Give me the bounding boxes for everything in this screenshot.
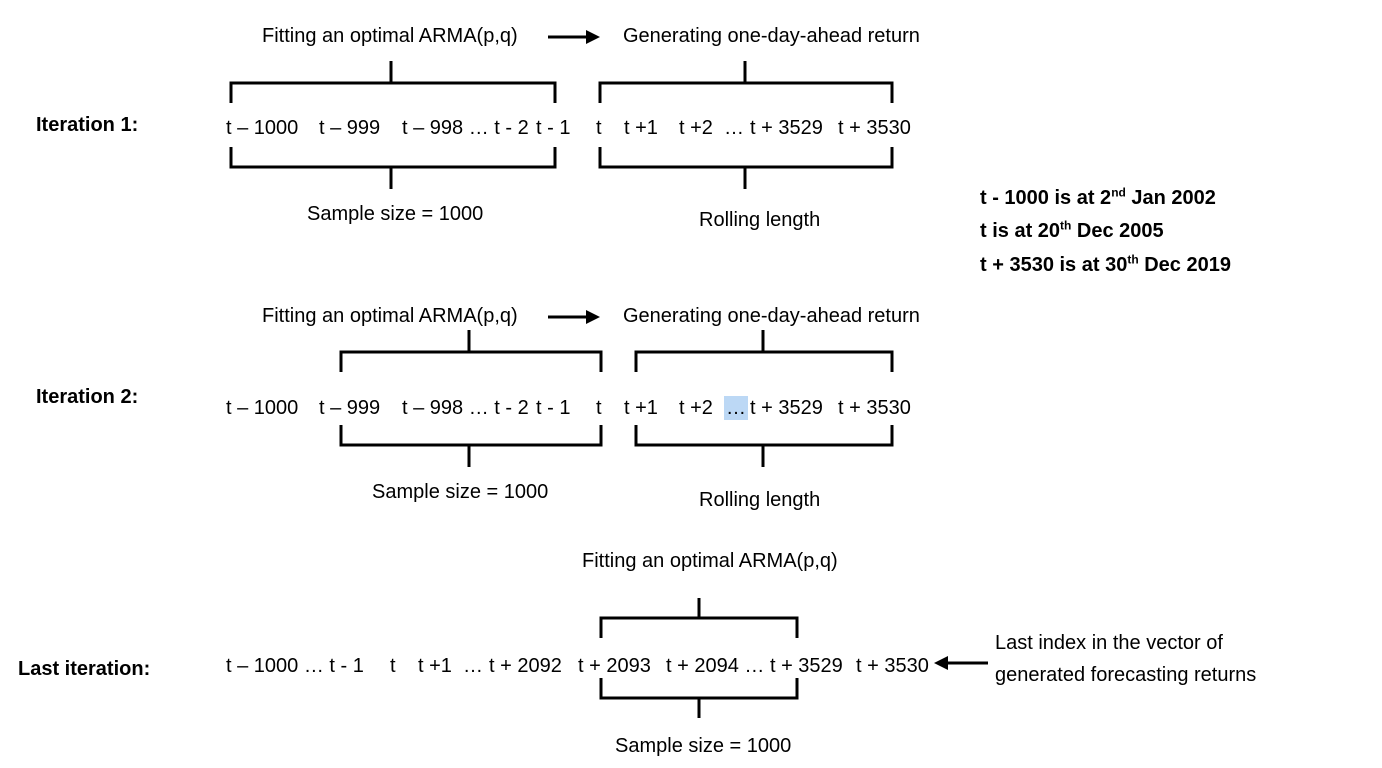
fitting-label-2: Fitting an optimal ARMA(p,q) [262,305,518,327]
seq3-t-plus-1: t +1 [418,655,452,677]
last-index-label-line2: generated forecasting returns [995,664,1257,686]
seq1-t-minus-1: t - 1 [536,117,571,139]
brace-sample-top-2 [339,330,603,372]
seq2-t-plus-3529: t + 3529 [750,397,823,419]
seq3-t-plus-2092: t + 2092 [489,655,562,677]
seq1-t-minus-999: t – 999 [319,117,381,139]
iteration-1-label: Iteration 1: [36,114,139,136]
generating-label-1: Generating one-day-ahead return [623,25,920,47]
seq2-ellipsis-highlighted: … [724,396,748,420]
seq1-t-plus-3529: t + 3529 [750,117,823,139]
seq2-t-minus-1000: t – 1000 [226,397,299,419]
brace-rolling-top-2 [634,330,894,372]
note-t-date: t is at 20th Dec 2005 [980,218,1164,242]
seq1-t-plus-2: t +2 [679,117,713,139]
fitting-label-3: Fitting an optimal ARMA(p,q) [582,550,838,572]
arrowhead-3 [934,656,948,670]
arrowhead-1 [586,30,600,44]
brace-sample-bottom-3 [599,678,799,718]
note-end-date: t + 3530 is at 30th Dec 2019 [980,252,1231,276]
seq1-t-minus-998-to-t-minus-2: t – 998 … t - 2 [402,117,529,139]
brace-sample-top-3 [599,598,799,638]
iteration-2-label: Iteration 2: [36,386,139,408]
sample-size-label-1: Sample size = 1000 [307,203,484,225]
seq2-t-plus-2: t +2 [679,397,713,419]
seq2-t-minus-1: t - 1 [536,397,571,419]
sample-size-label-3: Sample size = 1000 [615,735,792,757]
seq1-ellipsis: … [724,117,744,139]
brace-rolling-bottom-1 [598,147,894,189]
note-start-date: t - 1000 is at 2nd Jan 2002 [980,185,1216,209]
seq1-t-plus-1: t +1 [624,117,658,139]
fitting-label-1: Fitting an optimal ARMA(p,q) [262,25,518,47]
rolling-length-label-2: Rolling length [699,489,821,511]
seq3-t-plus-2094-to-t-plus-3529: t + 2094 … t + 3529 [666,655,843,677]
seq3-t-plus-3530: t + 3530 [856,655,929,677]
seq2-t-plus-3530: t + 3530 [838,397,911,419]
generating-label-2: Generating one-day-ahead return [623,305,920,327]
seq3-t: t [390,655,396,677]
seq2-t: t [596,397,602,419]
sample-size-label-2: Sample size = 1000 [372,481,549,503]
brace-sample-bottom-2 [339,425,603,467]
arrowhead-2 [586,310,600,324]
last-iteration-label: Last iteration: [18,658,151,680]
seq3-t-plus-2093: t + 2093 [578,655,651,677]
seq3-ellipsis: … [463,655,483,677]
rolling-length-label-1: Rolling length [699,209,821,231]
seq2-t-plus-1: t +1 [624,397,658,419]
brace-sample-bottom-1 [229,147,557,189]
last-index-label-line1: Last index in the vector of [995,632,1223,654]
brace-sample-top-1 [229,61,557,103]
seq3-t-minus-1000-to-t-minus-1: t – 1000 … t - 1 [226,655,364,677]
seq2-t-minus-998-to-t-minus-2: t – 998 … t - 2 [402,397,529,419]
seq1-t-minus-1000: t – 1000 [226,117,299,139]
seq1-t: t [596,117,602,139]
seq1-t-plus-3530: t + 3530 [838,117,911,139]
seq2-t-minus-999: t – 999 [319,397,381,419]
brace-rolling-bottom-2 [634,425,894,467]
brace-rolling-top-1 [598,61,894,103]
